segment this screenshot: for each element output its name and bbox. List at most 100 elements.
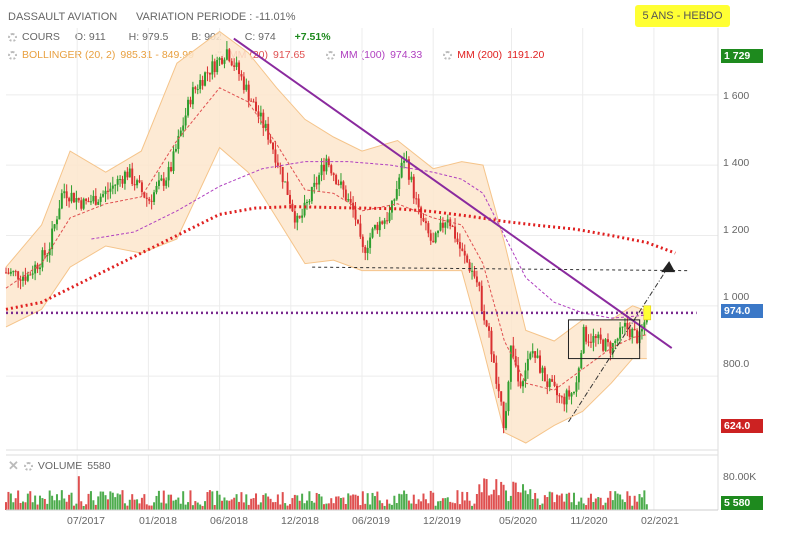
candle-body [403, 160, 406, 163]
candle-body [133, 184, 136, 186]
volume-bar [614, 491, 617, 510]
volume-bar [123, 503, 126, 510]
candle-body [424, 221, 427, 224]
volume-bar [288, 504, 291, 510]
volume-bar [388, 503, 391, 510]
candle-body [26, 274, 29, 281]
volume-bar [221, 500, 224, 510]
volume-bar [303, 503, 306, 510]
candle-body [114, 184, 117, 186]
candle-body [611, 343, 614, 354]
candle-body [473, 270, 476, 277]
x-tick-label: 06/2019 [352, 515, 390, 527]
candle-body [150, 200, 153, 202]
candle-body [218, 58, 221, 60]
volume-bar [276, 494, 279, 510]
candle-body [196, 89, 199, 91]
close-icon[interactable]: ✕ [8, 458, 19, 473]
volume-bar [400, 494, 403, 510]
candle-body [512, 345, 515, 357]
volume-bar [199, 504, 202, 510]
candle-body [373, 224, 376, 229]
candle-body [77, 198, 80, 201]
volume-bar [255, 493, 258, 510]
candle-body [517, 365, 520, 382]
candle-body [267, 123, 270, 140]
candle-body [633, 328, 636, 331]
candle-body [153, 192, 156, 202]
candle-body [72, 192, 75, 203]
candle-body [417, 198, 420, 208]
projection-line [568, 266, 669, 423]
gear-icon[interactable] [8, 50, 17, 60]
variation-label: VARIATION PERIODE : -11.01% [136, 11, 296, 23]
volume-bar [85, 504, 88, 510]
candle-body [87, 200, 90, 203]
candle-body [167, 167, 170, 181]
volume-bar [403, 490, 406, 510]
candle-body [99, 196, 102, 202]
candle-body [230, 61, 233, 66]
candle-body [344, 189, 347, 201]
candle-body [335, 175, 338, 185]
volume-bar [174, 499, 177, 510]
candle-body [5, 272, 7, 274]
period-badge[interactable]: 5 ANS - HEBDO [635, 5, 730, 27]
volume-bar [94, 504, 97, 510]
volume-bar [555, 494, 558, 510]
candle-body [269, 139, 272, 143]
candle-body [257, 111, 260, 117]
volume-bar [517, 491, 520, 510]
chart-frame [6, 28, 719, 511]
volume-bar [48, 490, 51, 510]
candle-body [191, 87, 194, 105]
gear-icon[interactable] [23, 461, 33, 471]
volume-bar [563, 501, 566, 510]
volume-bar [526, 494, 529, 510]
candle-body [165, 180, 168, 186]
candle-body [330, 165, 333, 174]
volume-bar [500, 481, 503, 510]
volume-bar [410, 503, 413, 510]
volume-bar [36, 504, 39, 510]
candle-body [507, 381, 510, 412]
volume-bar [77, 476, 80, 510]
volume-bar [451, 502, 454, 510]
volume-bar [361, 491, 364, 510]
current-price-tag: 974.0 [721, 304, 763, 318]
gear-icon[interactable] [8, 32, 17, 42]
candle-body [89, 201, 92, 203]
volume-bar [405, 493, 408, 510]
gear-icon[interactable] [443, 50, 453, 60]
volume-bar [216, 490, 219, 510]
candle-body [560, 396, 563, 398]
volume-bar [354, 494, 357, 510]
candle-body [51, 228, 54, 250]
volume-bar [585, 505, 588, 510]
candle-body [9, 271, 12, 274]
resistance-line [312, 266, 690, 272]
candle-body [432, 240, 435, 243]
volume-bar [383, 505, 386, 510]
volume-bar [7, 491, 10, 510]
candle-body [505, 411, 508, 429]
volume-bar [543, 495, 546, 510]
candle-body [97, 201, 100, 205]
legend-mm200: MM (200) [457, 49, 503, 61]
volume-bar [228, 500, 231, 510]
volume-bar [238, 501, 241, 510]
candle-body [366, 247, 369, 254]
volume-bar [621, 499, 624, 510]
volume-bar [507, 501, 510, 510]
candle-body [38, 267, 41, 270]
projection-arrow [661, 261, 676, 273]
candle-body [121, 179, 124, 184]
candle-body [522, 381, 525, 387]
y-tick-label: 1 600 [723, 90, 750, 102]
gear-icon[interactable] [326, 50, 336, 60]
candle-body [252, 101, 255, 103]
volume-bar [366, 493, 369, 510]
candle-body [378, 221, 381, 231]
volume-bar [444, 498, 447, 510]
